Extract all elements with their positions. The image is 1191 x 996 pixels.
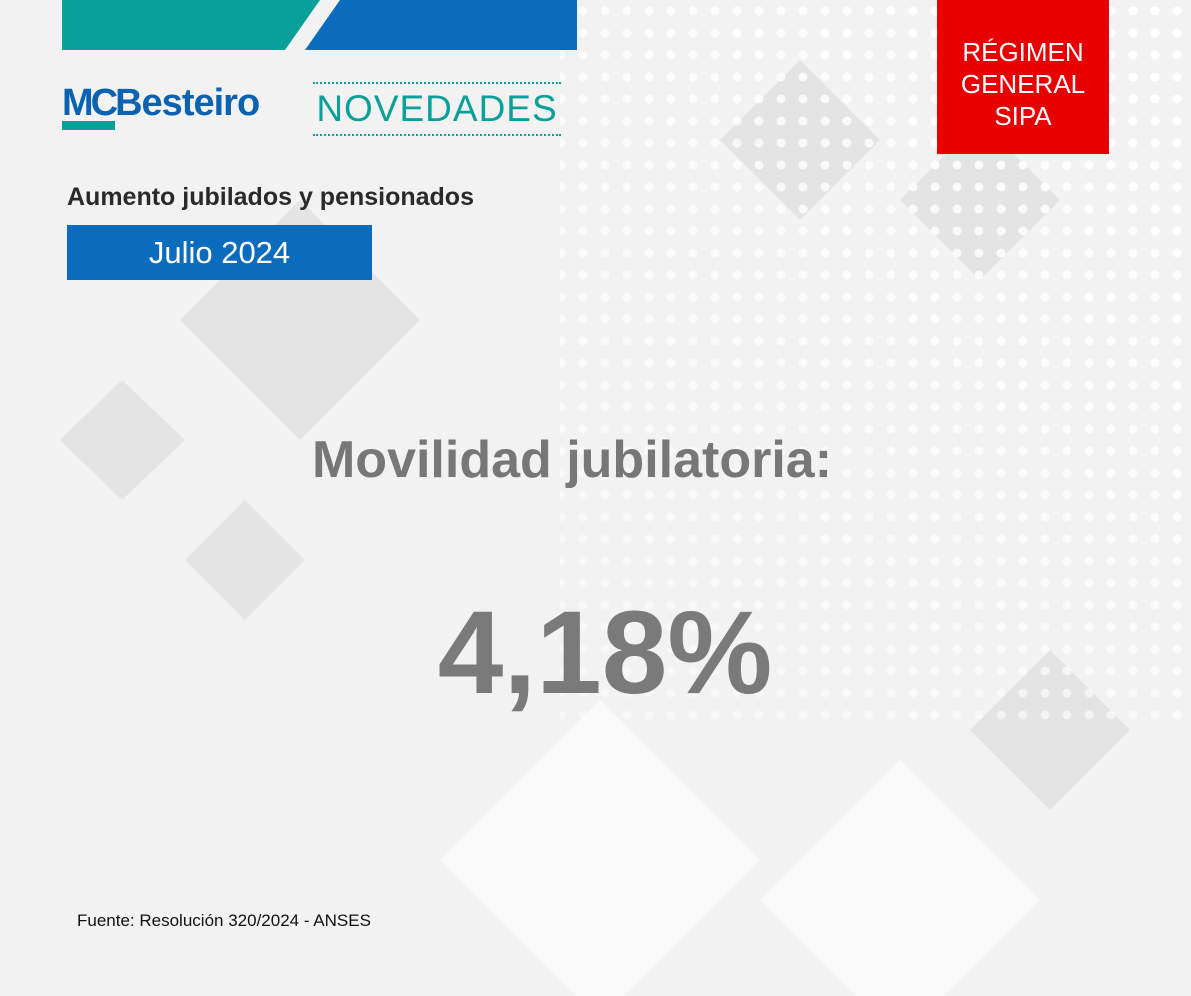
teal-bar bbox=[62, 0, 320, 50]
logo-name: Besteiro bbox=[115, 82, 260, 124]
blue-bar bbox=[305, 0, 577, 50]
logo-mc: MC bbox=[62, 84, 118, 130]
badge-line: SIPA bbox=[994, 101, 1052, 131]
badge: RÉGIMEN GENERAL SIPA bbox=[937, 0, 1109, 154]
headline: Movilidad jubilatoria: bbox=[311, 431, 833, 489]
source: Fuente: Resolución 320/2024 - ANSES bbox=[77, 911, 371, 930]
section-title: NOVEDADES bbox=[313, 82, 561, 136]
logo: MCBesteiro bbox=[62, 82, 260, 130]
figure: 4,18% bbox=[437, 587, 773, 719]
period: Julio 2024 bbox=[67, 225, 372, 280]
badge-line: RÉGIMEN bbox=[962, 37, 1084, 67]
subtitle: Aumento jubilados y pensionados bbox=[67, 183, 474, 211]
badge-line: GENERAL bbox=[960, 69, 1086, 99]
